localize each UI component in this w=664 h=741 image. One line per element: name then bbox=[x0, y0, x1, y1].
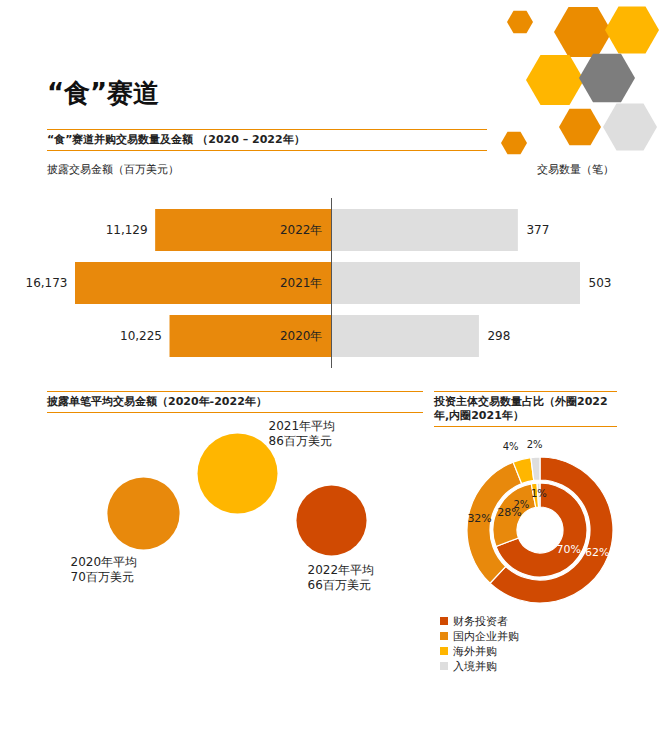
svg-text:1%: 1% bbox=[531, 488, 547, 499]
svg-text:2021年平均86百万美元: 2021年平均86百万美元 bbox=[269, 419, 336, 448]
html-text:国内企业并购: 国内企业并购 bbox=[453, 630, 519, 643]
svg-text:503: 503 bbox=[589, 276, 612, 290]
svg-text:298: 298 bbox=[487, 329, 510, 343]
svg-text:4%: 4% bbox=[503, 441, 519, 452]
svg-text:32%: 32% bbox=[467, 512, 491, 525]
svg-text:16,173: 16,173 bbox=[26, 276, 68, 290]
svg-text:2%: 2% bbox=[527, 439, 543, 450]
html-text:海外并购: 海外并购 bbox=[453, 645, 497, 658]
svg-text:28%: 28% bbox=[497, 506, 522, 520]
svg-text:70%: 70% bbox=[557, 543, 581, 556]
html-text:交易数量（笔）: 交易数量（笔） bbox=[537, 163, 614, 176]
svg-text:2022年平均66百万美元: 2022年平均66百万美元 bbox=[308, 563, 375, 592]
html-text:投资主体交易数量占比（外圈2022年,内圈2021年）: 投资主体交易数量占比（外圈2022年,内圈2021年） bbox=[434, 395, 608, 422]
html-text:披露交易金额（百万美元）: 披露交易金额（百万美元） bbox=[47, 163, 179, 176]
html-text:“食”赛道: “食”赛道 bbox=[47, 78, 160, 108]
svg-text:2020年平均70百万美元: 2020年平均70百万美元 bbox=[71, 555, 138, 584]
svg-text:2%: 2% bbox=[513, 499, 529, 510]
svg-text:377: 377 bbox=[526, 223, 549, 237]
svg-text:2020年: 2020年 bbox=[280, 329, 323, 343]
svg-text:11,129: 11,129 bbox=[106, 223, 148, 237]
html-text:“食”赛道并购交易数量及金额 （2020 – 2022年）: “食”赛道并购交易数量及金额 （2020 – 2022年） bbox=[47, 133, 305, 146]
svg-text:62%: 62% bbox=[585, 546, 609, 559]
svg-text:2022年: 2022年 bbox=[280, 223, 323, 237]
html-text:入境并购: 入境并购 bbox=[453, 660, 497, 673]
html-text:披露单笔平均交易金额（2020年-2022年）: 披露单笔平均交易金额（2020年-2022年） bbox=[47, 395, 267, 408]
svg-text:10,225: 10,225 bbox=[120, 329, 162, 343]
svg-text:2021年: 2021年 bbox=[280, 276, 323, 290]
html-text:财务投资者: 财务投资者 bbox=[453, 615, 508, 628]
